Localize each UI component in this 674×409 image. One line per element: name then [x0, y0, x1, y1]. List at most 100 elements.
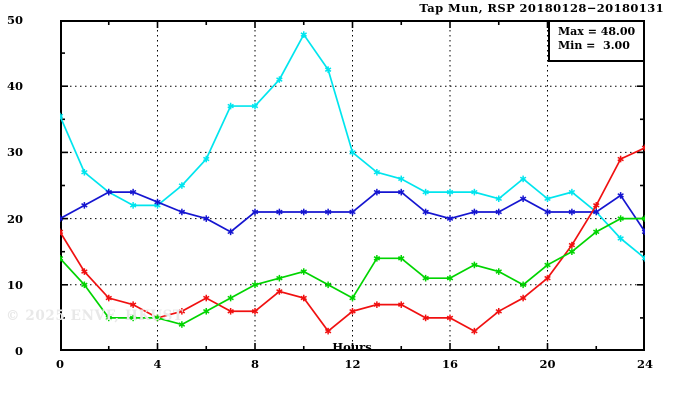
data-point-marker: [300, 269, 307, 274]
data-point-marker: [178, 308, 186, 314]
data-point-marker: [495, 269, 502, 274]
data-point-marker: [129, 302, 137, 307]
data-point-marker: [446, 315, 454, 321]
y-tick-label: 30: [6, 145, 23, 160]
data-point-marker: [471, 262, 478, 268]
data-point-marker: [105, 315, 112, 321]
data-point-marker: [519, 295, 527, 301]
data-point-marker: [373, 169, 381, 175]
data-point-marker: [593, 203, 600, 208]
data-point-marker: [544, 209, 551, 215]
data-point-marker: [471, 189, 478, 195]
data-point-marker: [471, 328, 478, 334]
data-point-marker: [324, 328, 332, 334]
data-point-marker: [300, 32, 307, 37]
plot-area: Max = 48.00 Min = 3.00: [60, 20, 645, 351]
y-tick-label: 50: [6, 13, 23, 27]
data-point-marker: [203, 156, 210, 162]
data-point-marker: [641, 216, 645, 220]
data-point-marker: [276, 289, 283, 294]
data-point-marker: [324, 282, 332, 288]
data-point-marker: [593, 209, 600, 215]
data-point-marker: [251, 103, 259, 109]
data-point-marker: [178, 322, 186, 327]
data-point-marker: [422, 209, 429, 215]
x-tick-label: 8: [250, 357, 260, 371]
y-tick-label: 0: [14, 344, 23, 358]
data-point-marker: [227, 103, 234, 109]
x-tick-label: 12: [344, 357, 361, 371]
chart-canvas: [60, 20, 645, 351]
data-point-marker: [251, 209, 259, 215]
data-point-marker: [81, 282, 88, 288]
data-point-marker: [544, 196, 551, 202]
data-point-marker: [446, 216, 454, 221]
data-point-marker: [349, 295, 356, 301]
data-point-marker: [641, 230, 645, 235]
data-point-marker: [398, 256, 405, 261]
data-point-marker: [60, 216, 64, 220]
data-point-marker: [349, 209, 356, 215]
data-point-marker: [251, 282, 259, 288]
data-point-marker: [203, 308, 210, 314]
data-point-marker: [519, 196, 527, 202]
data-point-marker: [129, 203, 137, 208]
data-point-marker: [324, 67, 332, 72]
data-point-marker: [519, 176, 527, 182]
data-point-marker: [276, 77, 283, 82]
data-point-marker: [641, 146, 645, 151]
data-point-marker: [324, 209, 332, 215]
data-point-marker: [568, 209, 576, 215]
data-point-marker: [398, 176, 405, 182]
data-point-marker: [349, 150, 356, 155]
data-point-marker: [544, 262, 551, 268]
y-tick-label: 10: [6, 277, 23, 292]
series-green: [60, 215, 645, 328]
data-point-marker: [568, 249, 576, 254]
data-point-marker: [641, 256, 645, 260]
data-point-marker: [81, 169, 88, 175]
data-point-marker: [519, 282, 527, 288]
data-point-marker: [60, 229, 64, 233]
data-point-marker: [60, 113, 64, 117]
data-point-marker: [227, 229, 234, 235]
x-tick-label: 4: [153, 357, 162, 371]
data-point-marker: [203, 295, 210, 301]
data-point-marker: [81, 269, 88, 274]
data-point-marker: [495, 209, 502, 215]
data-point-marker: [60, 217, 64, 221]
x-tick-label: 16: [441, 357, 459, 371]
series-blue: [60, 188, 645, 236]
data-point-marker: [446, 275, 454, 281]
data-point-marker: [471, 209, 478, 215]
data-point-marker: [617, 193, 624, 198]
data-point-marker: [276, 275, 283, 281]
data-point-marker: [227, 295, 234, 301]
data-point-marker: [60, 257, 64, 261]
data-point-marker: [398, 302, 405, 307]
data-point-marker: [495, 308, 502, 314]
data-point-marker: [641, 257, 645, 261]
data-point-marker: [178, 209, 186, 215]
x-tick-label: 20: [539, 357, 556, 371]
data-point-marker: [373, 302, 381, 307]
data-point-marker: [373, 189, 381, 195]
data-point-marker: [446, 189, 454, 195]
data-point-marker: [251, 308, 259, 314]
data-point-marker: [300, 295, 307, 301]
data-point-marker: [373, 256, 381, 261]
data-point-marker: [105, 189, 112, 195]
watermark: © 2025 ENVF, HKUST: [6, 308, 184, 324]
data-point-marker: [617, 156, 624, 162]
data-point-marker: [568, 189, 576, 195]
data-point-marker: [227, 308, 234, 314]
x-axis-label: Hours: [332, 340, 372, 354]
data-point-marker: [105, 295, 112, 301]
y-tick-label: 20: [6, 211, 23, 226]
data-point-marker: [154, 199, 161, 205]
data-point-marker: [495, 196, 502, 202]
stats-legend-box: Max = 48.00 Min = 3.00: [548, 20, 645, 62]
chart-title: Tap Mun, RSP 20180128−20180131: [419, 1, 664, 15]
data-point-marker: [60, 115, 64, 119]
